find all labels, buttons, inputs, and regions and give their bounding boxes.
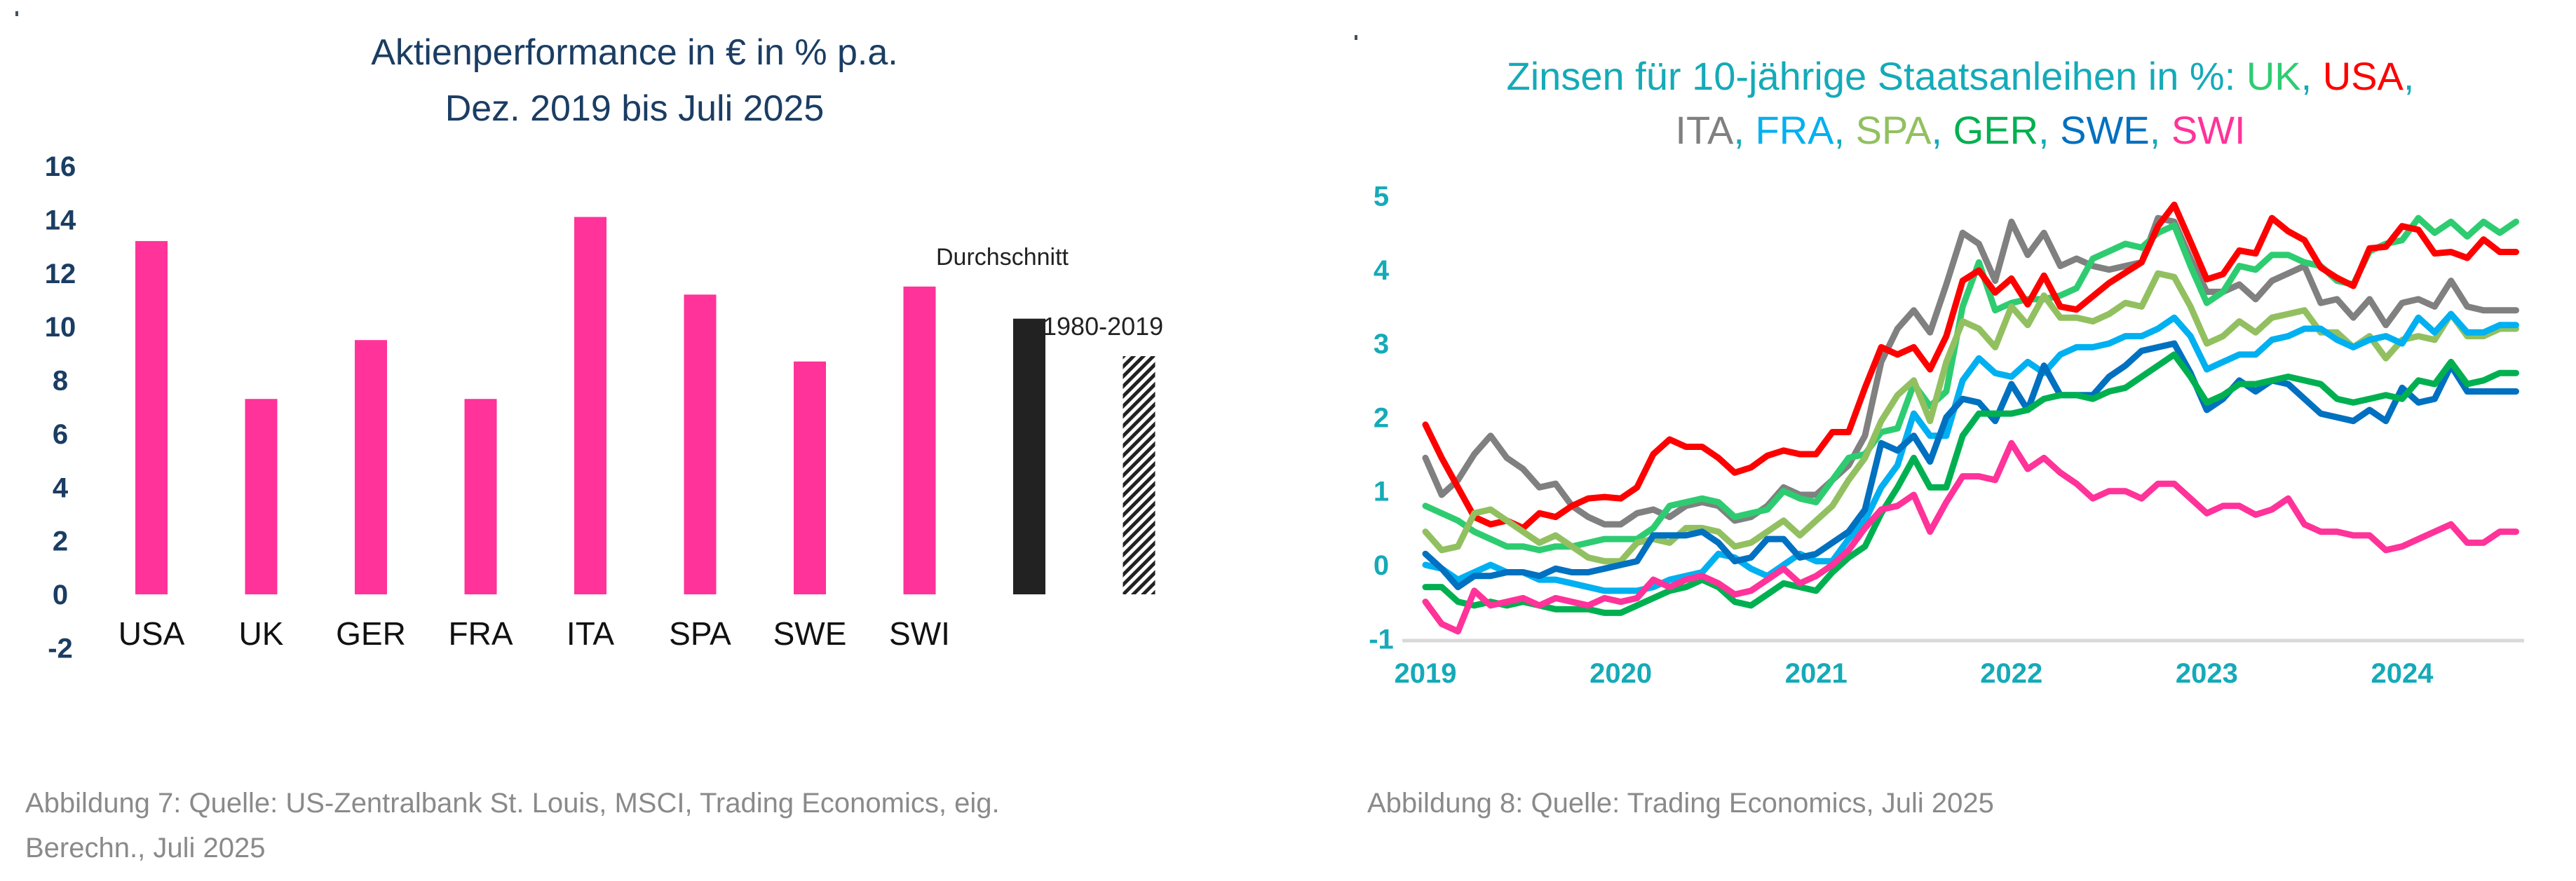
y-tick-label: -1 xyxy=(1369,624,1394,655)
bar-hatched-average xyxy=(1123,356,1155,594)
series-lines xyxy=(1422,201,2519,635)
title-segment: , xyxy=(2150,108,2171,152)
series-line-swi xyxy=(1422,439,2519,635)
bar-spa xyxy=(684,294,717,594)
series-line-swe xyxy=(1422,340,2519,591)
y-tick-label: 0 xyxy=(1374,550,1389,581)
title-segment: FRA xyxy=(1756,108,1835,152)
y-axis-ticks: -2 0 2 4 6 8 10 12 14 16 xyxy=(45,151,76,664)
category-label: SWI xyxy=(889,615,950,652)
x-tick-label: 2019 xyxy=(1395,658,1457,689)
y-tick-label: 2 xyxy=(53,526,68,557)
x-tick-label: 2021 xyxy=(1785,658,1848,689)
bar-fra xyxy=(464,399,497,594)
corner-mark-left xyxy=(15,11,18,16)
annotation-period: 1980-2019 xyxy=(1043,312,1163,341)
y-tick-label: 10 xyxy=(45,312,76,343)
x-tick-label: 2020 xyxy=(1589,658,1652,689)
y-tick-label: 8 xyxy=(53,366,68,397)
category-label: USA xyxy=(118,615,185,652)
bar-swe xyxy=(794,361,826,594)
title-segment: GER xyxy=(1953,108,2038,152)
x-tick-label: 2024 xyxy=(2371,658,2434,689)
caption-left-line2: Berechn., Juli 2025 xyxy=(25,833,266,863)
x-tick-label: 2022 xyxy=(1980,658,2042,689)
y-tick-label: 0 xyxy=(53,580,68,610)
title-segment: , xyxy=(1733,108,1755,152)
bar-ger xyxy=(355,340,387,594)
category-label: SPA xyxy=(669,615,731,652)
annotation-durchschnitt: Durchschnitt xyxy=(936,244,1069,271)
title-segment: SWE xyxy=(2060,108,2150,152)
x-axis-categories: USA UK GER FRA ITA SPA SWE SWI xyxy=(118,615,950,652)
series-line-fra xyxy=(1422,310,2519,594)
category-label: GER xyxy=(336,615,406,652)
title-segment: USA xyxy=(2323,54,2404,98)
series-line-spa xyxy=(1422,270,2519,565)
bars xyxy=(135,217,1155,594)
y-tick-label: 1 xyxy=(1374,477,1389,507)
series-line-usa xyxy=(1422,201,2519,531)
series-line-ita xyxy=(1422,214,2519,528)
bar-chart: Aktienperformance in € in % p.a. Dez. 20… xyxy=(45,32,1163,664)
title-segment: , xyxy=(2301,54,2323,98)
caption-right: Abbildung 8: Quelle: Trading Economics, … xyxy=(1367,788,1994,819)
x-tick-label: 2023 xyxy=(2176,658,2238,689)
line-chart: Zinsen für 10-jährige Staatsanleihen in … xyxy=(1369,54,2524,689)
caption-left-line1: Abbildung 7: Quelle: US-Zentralbank St. … xyxy=(25,788,1000,819)
title-segment: Zinsen für 10-jährige Staatsanleihen in … xyxy=(1507,54,2246,98)
y-axis-ticks: -1 0 1 2 3 4 5 xyxy=(1369,182,1394,655)
y-tick-label: 16 xyxy=(45,151,76,182)
y-tick-label: 12 xyxy=(45,259,76,289)
title-segment: UK xyxy=(2246,54,2301,98)
bar-usa xyxy=(135,240,168,594)
title-segment: , xyxy=(1932,108,1953,152)
series-line-ger xyxy=(1422,351,2519,616)
title-segment: SPA xyxy=(1856,108,1932,152)
bar-swi xyxy=(903,286,936,594)
bar-ita xyxy=(574,217,606,594)
y-tick-label: 3 xyxy=(1374,329,1389,360)
y-tick-label: 6 xyxy=(53,419,68,450)
category-label: UK xyxy=(239,615,284,652)
bar-chart-title: Aktienperformance in € in % p.a. xyxy=(371,32,898,73)
category-label: FRA xyxy=(449,615,513,652)
title-segment: ITA xyxy=(1675,108,1734,152)
y-tick-label: 2 xyxy=(1374,402,1389,433)
y-tick-label: 4 xyxy=(1374,255,1390,286)
title-segment: , xyxy=(2038,108,2060,152)
title-segment: SWI xyxy=(2171,108,2246,152)
y-tick-label: -2 xyxy=(48,633,73,664)
y-tick-label: 5 xyxy=(1374,182,1389,212)
x-axis-ticks: 2019 2020 2021 2022 2023 2024 xyxy=(1395,658,2434,689)
bar-uk xyxy=(245,399,278,594)
y-tick-label: 14 xyxy=(45,205,76,235)
title-segment: , xyxy=(2404,54,2415,98)
y-tick-label: 4 xyxy=(53,472,69,503)
line-chart-title-line1: Zinsen für 10-jährige Staatsanleihen in … xyxy=(1507,54,2415,98)
category-label: ITA xyxy=(567,615,614,652)
bar-chart-subtitle: Dez. 2019 bis Juli 2025 xyxy=(445,88,825,129)
bar-average xyxy=(1013,318,1045,594)
corner-mark-right xyxy=(1355,35,1357,40)
line-chart-title-line2: ITA, FRA, SPA, GER, SWE, SWI xyxy=(1675,108,2245,152)
title-segment: , xyxy=(1834,108,1856,152)
category-label: SWE xyxy=(773,615,847,652)
